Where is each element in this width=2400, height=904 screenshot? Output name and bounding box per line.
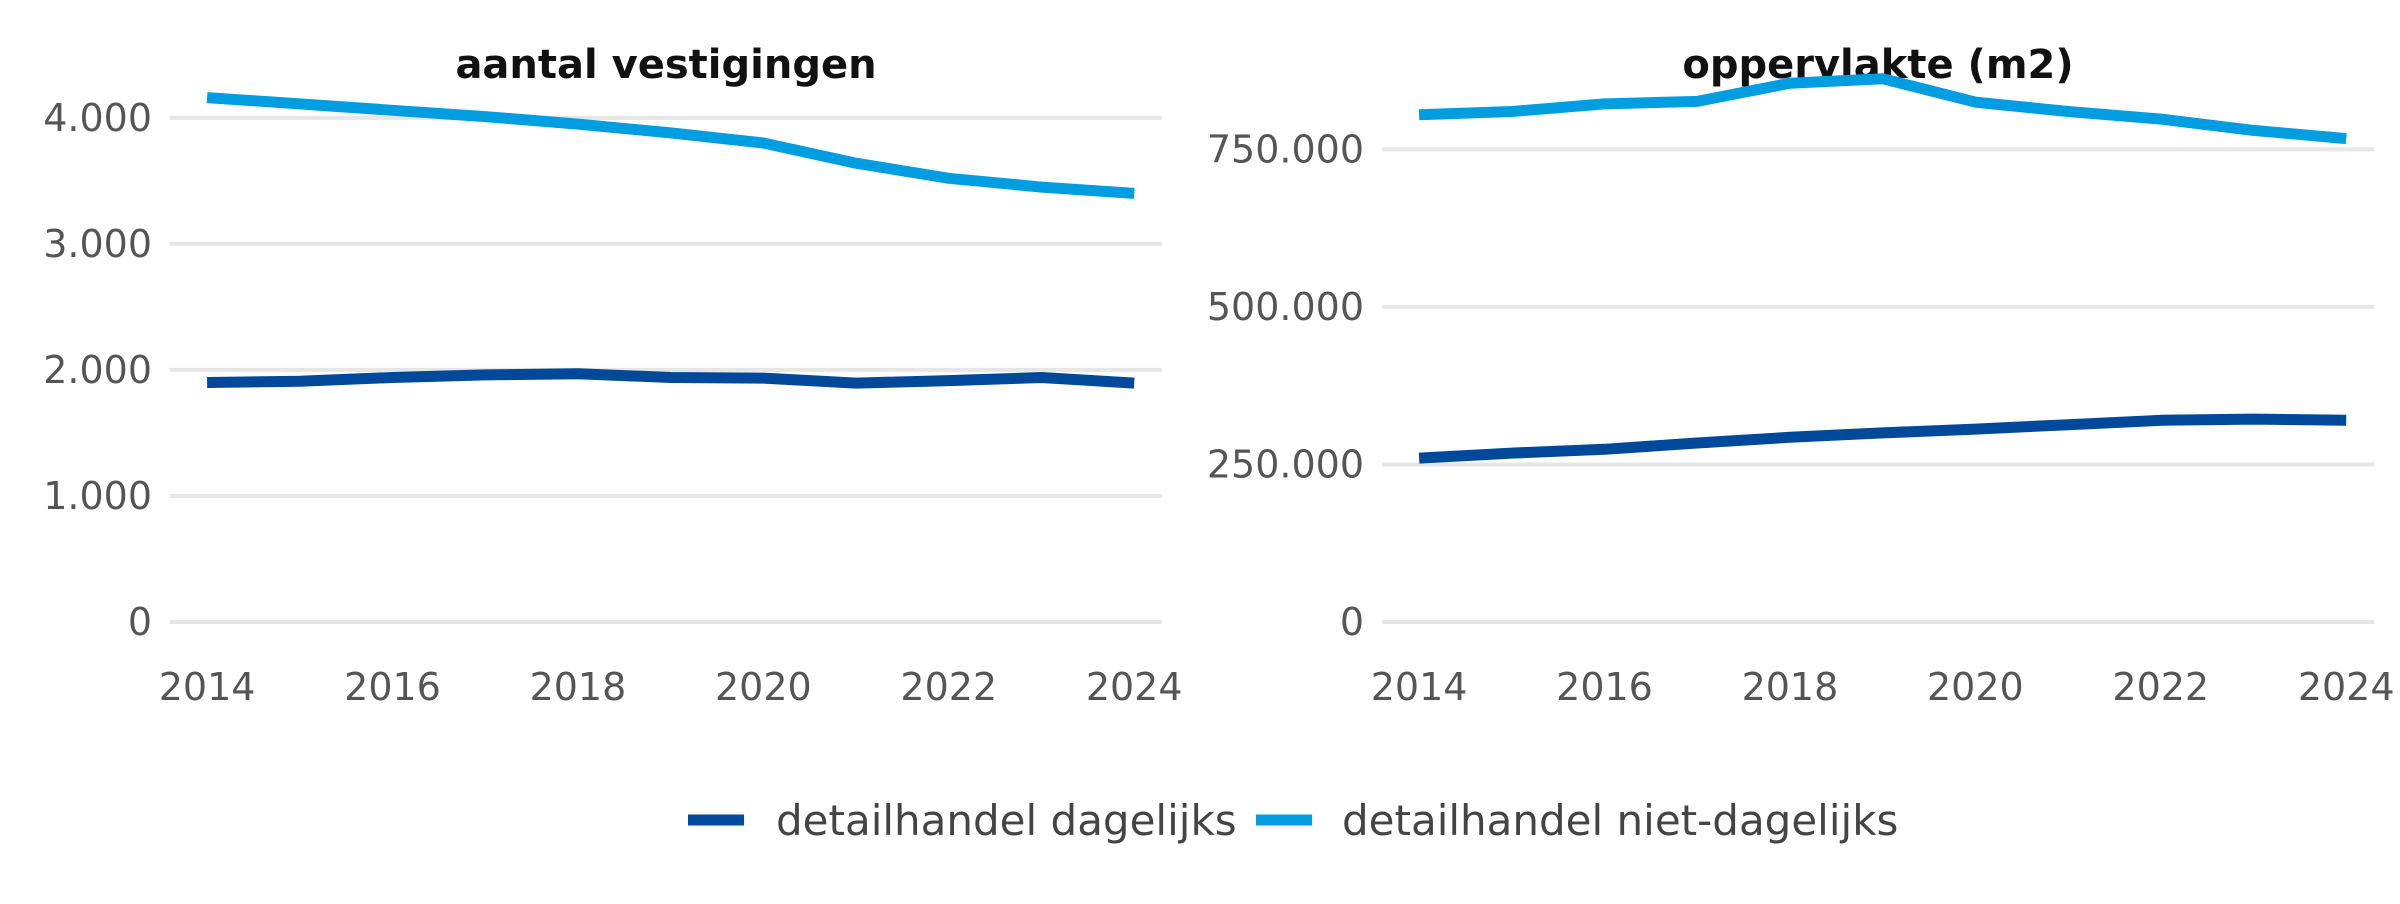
chart-legend: detailhandel dagelijks detailhandel niet… [688, 796, 1898, 845]
y-tick-label: 0 [128, 600, 152, 644]
y-tick-label: 2.000 [43, 348, 152, 392]
y-tick-label: 3.000 [43, 222, 152, 266]
x-tick-label: 2018 [530, 665, 627, 709]
series-line-niet-dagelijks [1418, 73, 2347, 145]
y-tick-label: 500.000 [1207, 285, 1364, 329]
x-tick-label: 2022 [2112, 665, 2209, 709]
y-tick-label: 4.000 [43, 96, 152, 140]
x-tick-label: 2018 [1742, 665, 1839, 709]
x-tick-label: 2014 [1371, 665, 1468, 709]
series-line-dagelijks [207, 368, 1135, 389]
series-line-dagelijks [1418, 413, 2347, 464]
x-tick-label: 2022 [900, 665, 997, 709]
y-tick-label: 250.000 [1207, 442, 1364, 486]
y-tick-label: 0 [1340, 600, 1364, 644]
x-tick-label: 2024 [1086, 665, 1183, 709]
x-tick-label: 2020 [715, 665, 812, 709]
legend-label-dagelijks: detailhandel dagelijks [776, 796, 1237, 845]
panel-oppervlakte: oppervlakte (m2)0250.000500.000750.00020… [1207, 42, 2395, 709]
panel-aantal-vestigingen: aantal vestigingen 0 1.000 2.000 3.000 4.000 2… [43, 42, 1182, 709]
x-tick-label: 2016 [344, 665, 441, 709]
x-tick-label: 2016 [1556, 665, 1653, 709]
x-tick-label: 2020 [1927, 665, 2024, 709]
series-line-niet-dagelijks [206, 92, 1135, 199]
y-tick-label: 750.000 [1207, 127, 1364, 171]
legend-label-niet-dagelijks: detailhandel niet-dagelijks [1342, 796, 1898, 845]
panel-title: aantal vestigingen [455, 42, 876, 88]
y-tick-label: 1.000 [43, 474, 152, 518]
x-tick-label: 2014 [159, 665, 256, 709]
x-tick-label: 2024 [2298, 665, 2395, 709]
